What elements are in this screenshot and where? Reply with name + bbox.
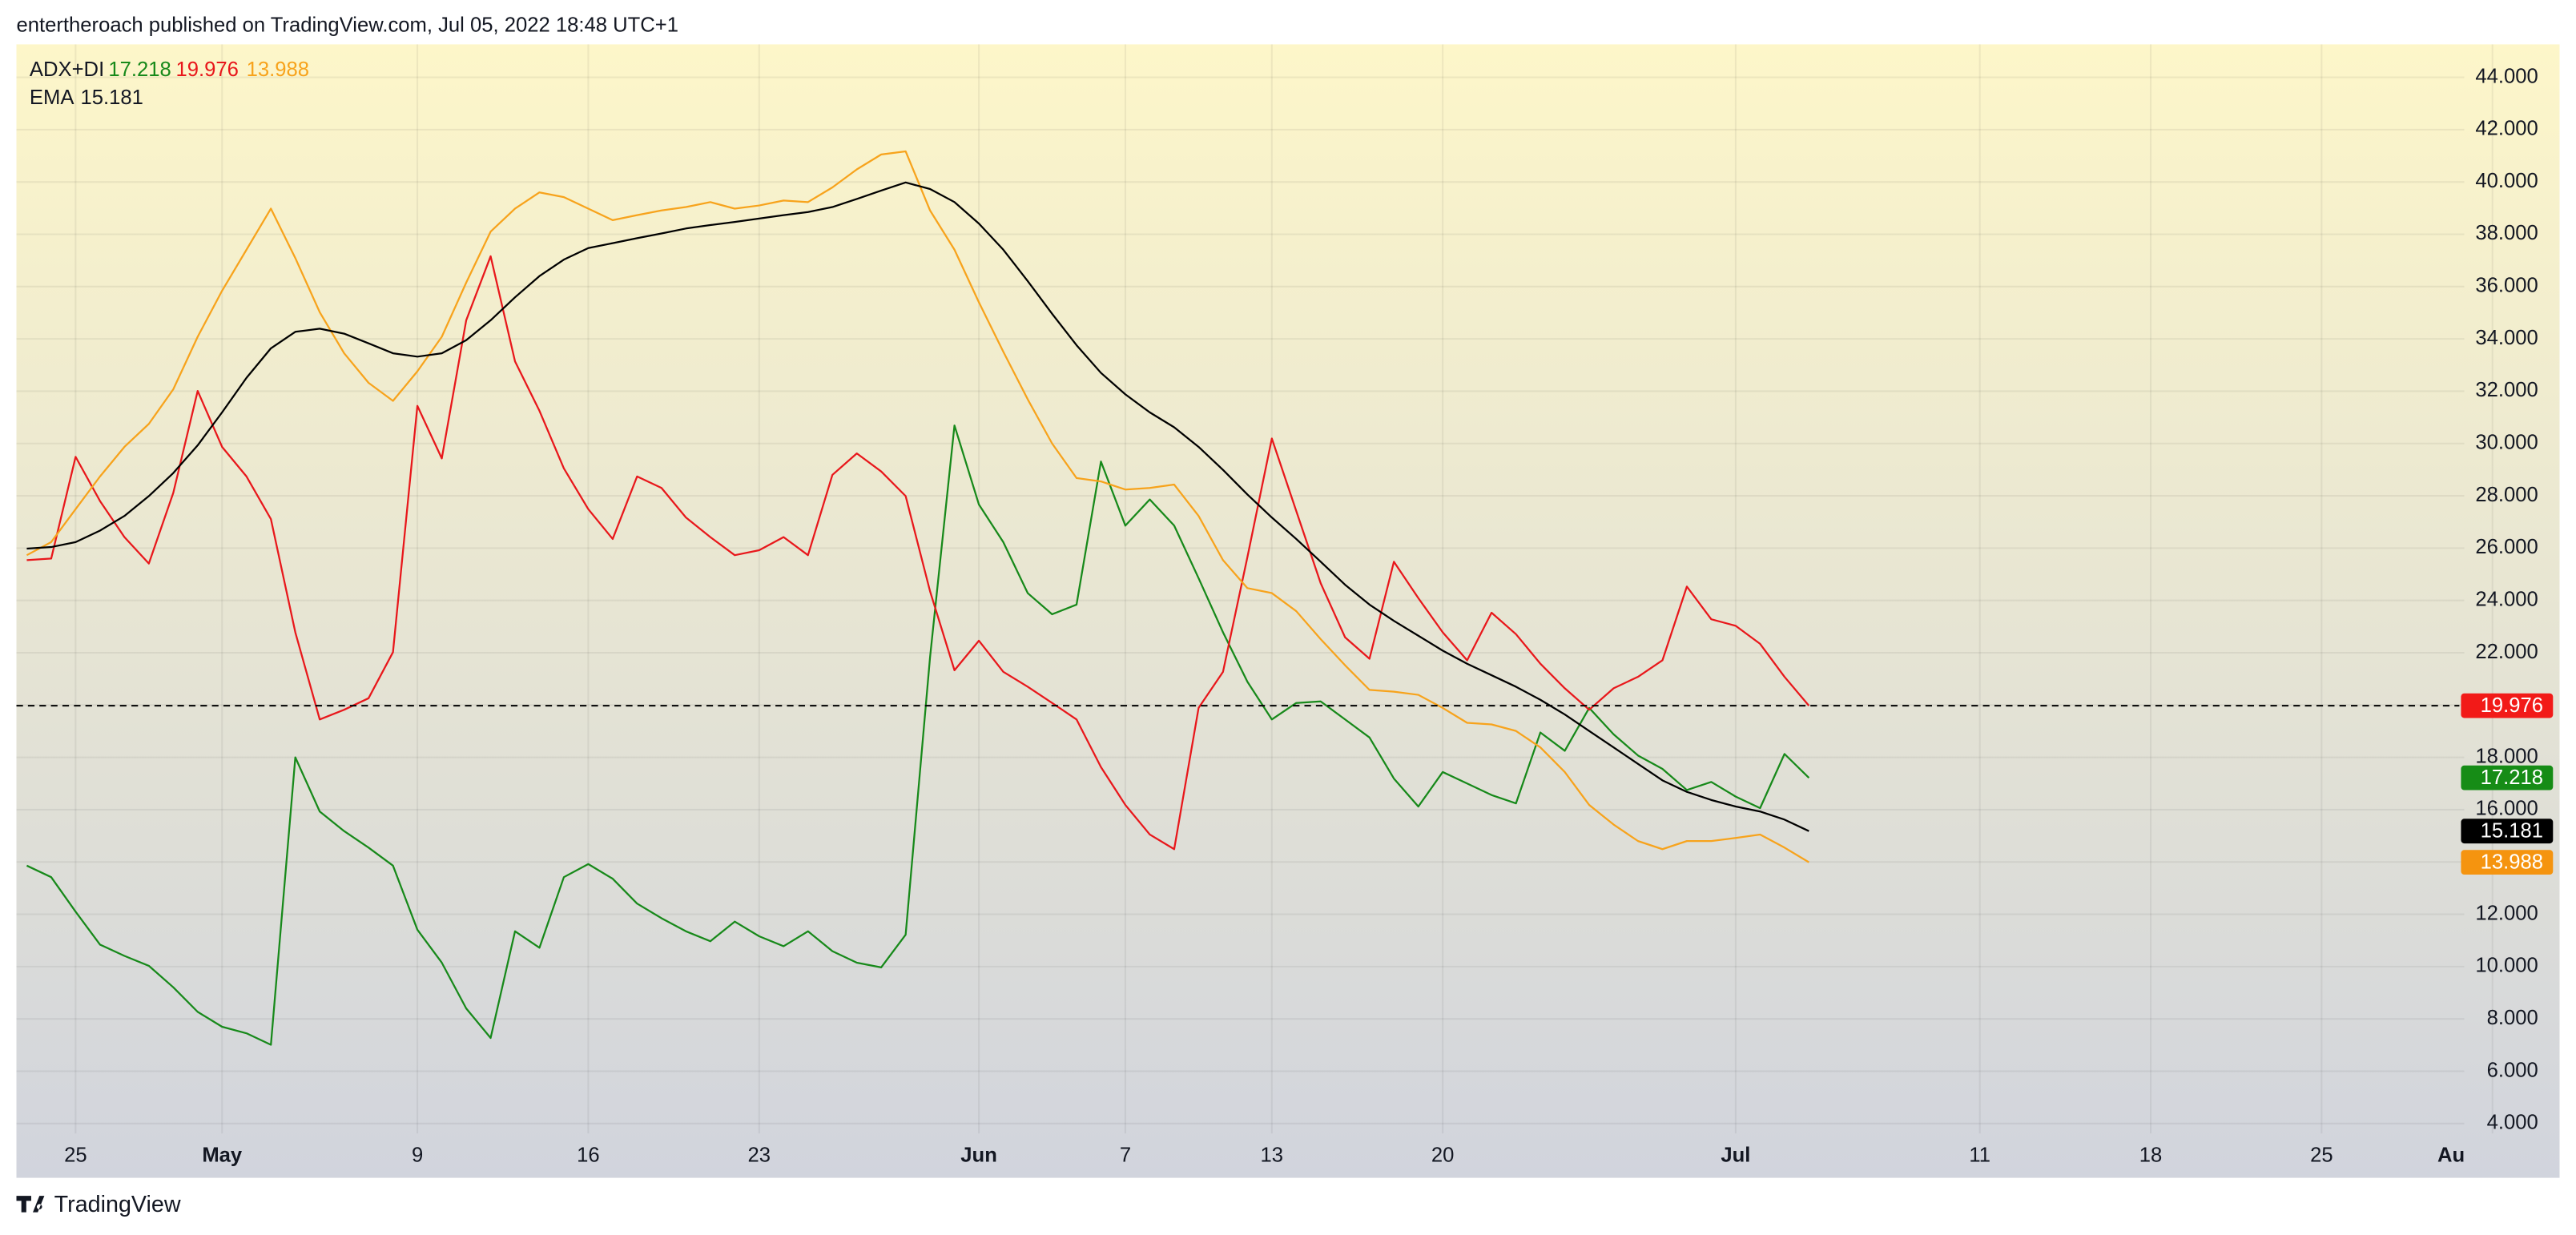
price-tag bbox=[2461, 850, 2554, 875]
x-tick-label: 11 bbox=[1969, 1144, 1990, 1167]
x-tick-label: 9 bbox=[412, 1144, 423, 1167]
y-tick-label: 44.000 bbox=[2475, 65, 2538, 87]
y-tick-label: 6.000 bbox=[2487, 1059, 2538, 1081]
series-line bbox=[26, 181, 1809, 832]
price-tag-label: 19.976 bbox=[2481, 694, 2543, 717]
legend: ADX+DI EMA 17.218 19.976 13.988 15.181 bbox=[30, 58, 309, 109]
x-tick-label: 18 bbox=[2139, 1144, 2163, 1167]
series-line bbox=[26, 255, 1810, 851]
y-tick-label: 40.000 bbox=[2475, 170, 2538, 192]
axes: 4.0006.0008.00010.00012.00014.00016.0001… bbox=[16, 65, 2554, 1167]
chart-background bbox=[16, 44, 2560, 1178]
y-tick-label: 34.000 bbox=[2475, 327, 2538, 349]
legend-title: EMA bbox=[30, 86, 74, 109]
legend-value: 13.988 bbox=[247, 58, 309, 81]
header-text: entertheroach published on TradingView.c… bbox=[17, 14, 678, 37]
plot-area bbox=[26, 150, 1810, 1046]
y-tick-label: 26.000 bbox=[2475, 536, 2538, 558]
x-tick-label: May bbox=[202, 1144, 243, 1167]
legend-value: 17.218 bbox=[108, 58, 171, 81]
x-tick-label: 23 bbox=[748, 1144, 771, 1167]
y-tick-label: 42.000 bbox=[2475, 118, 2538, 140]
y-tick-label: 12.000 bbox=[2475, 902, 2538, 924]
price-tag-label: 17.218 bbox=[2481, 766, 2543, 789]
price-tag bbox=[2461, 693, 2554, 718]
series-line bbox=[26, 150, 1809, 863]
y-tick-label: 36.000 bbox=[2475, 275, 2538, 297]
x-tick-label: 25 bbox=[64, 1144, 87, 1167]
y-tick-label: 30.000 bbox=[2475, 432, 2538, 454]
x-tick-label: 25 bbox=[2310, 1144, 2333, 1167]
y-tick-label: 4.000 bbox=[2487, 1112, 2538, 1134]
x-tick-label: 20 bbox=[1431, 1144, 1455, 1167]
price-tag-label: 15.181 bbox=[2481, 819, 2543, 842]
x-tick-label: Jul bbox=[1721, 1144, 1750, 1167]
x-tick-label: 7 bbox=[1120, 1144, 1131, 1167]
grid bbox=[16, 44, 2493, 1134]
price-tag bbox=[2461, 765, 2554, 790]
y-tick-label: 16.000 bbox=[2475, 798, 2538, 820]
footer-text: TradingView bbox=[54, 1192, 181, 1217]
y-tick-label: 22.000 bbox=[2475, 641, 2538, 663]
series-line bbox=[26, 424, 1810, 1046]
y-tick-label: 32.000 bbox=[2475, 379, 2538, 401]
x-tick-label: Au bbox=[2437, 1144, 2465, 1167]
price-tag bbox=[2461, 819, 2554, 844]
y-tick-label: 24.000 bbox=[2475, 588, 2538, 610]
y-tick-label: 38.000 bbox=[2475, 222, 2538, 244]
y-tick-label: 10.000 bbox=[2475, 955, 2538, 977]
legend-title: ADX+DI bbox=[30, 58, 104, 81]
x-tick-label: 16 bbox=[577, 1144, 600, 1167]
y-tick-label: 28.000 bbox=[2475, 484, 2538, 506]
y-tick-label: 8.000 bbox=[2487, 1007, 2538, 1029]
x-tick-label: Jun bbox=[960, 1144, 997, 1167]
legend-value: 15.181 bbox=[81, 86, 143, 109]
legend-value: 19.976 bbox=[175, 58, 238, 81]
y-tick-label: 18.000 bbox=[2475, 745, 2538, 767]
x-tick-label: 13 bbox=[1261, 1144, 1284, 1167]
tradingview-logo bbox=[16, 1196, 45, 1213]
price-tag-label: 13.988 bbox=[2481, 851, 2543, 873]
